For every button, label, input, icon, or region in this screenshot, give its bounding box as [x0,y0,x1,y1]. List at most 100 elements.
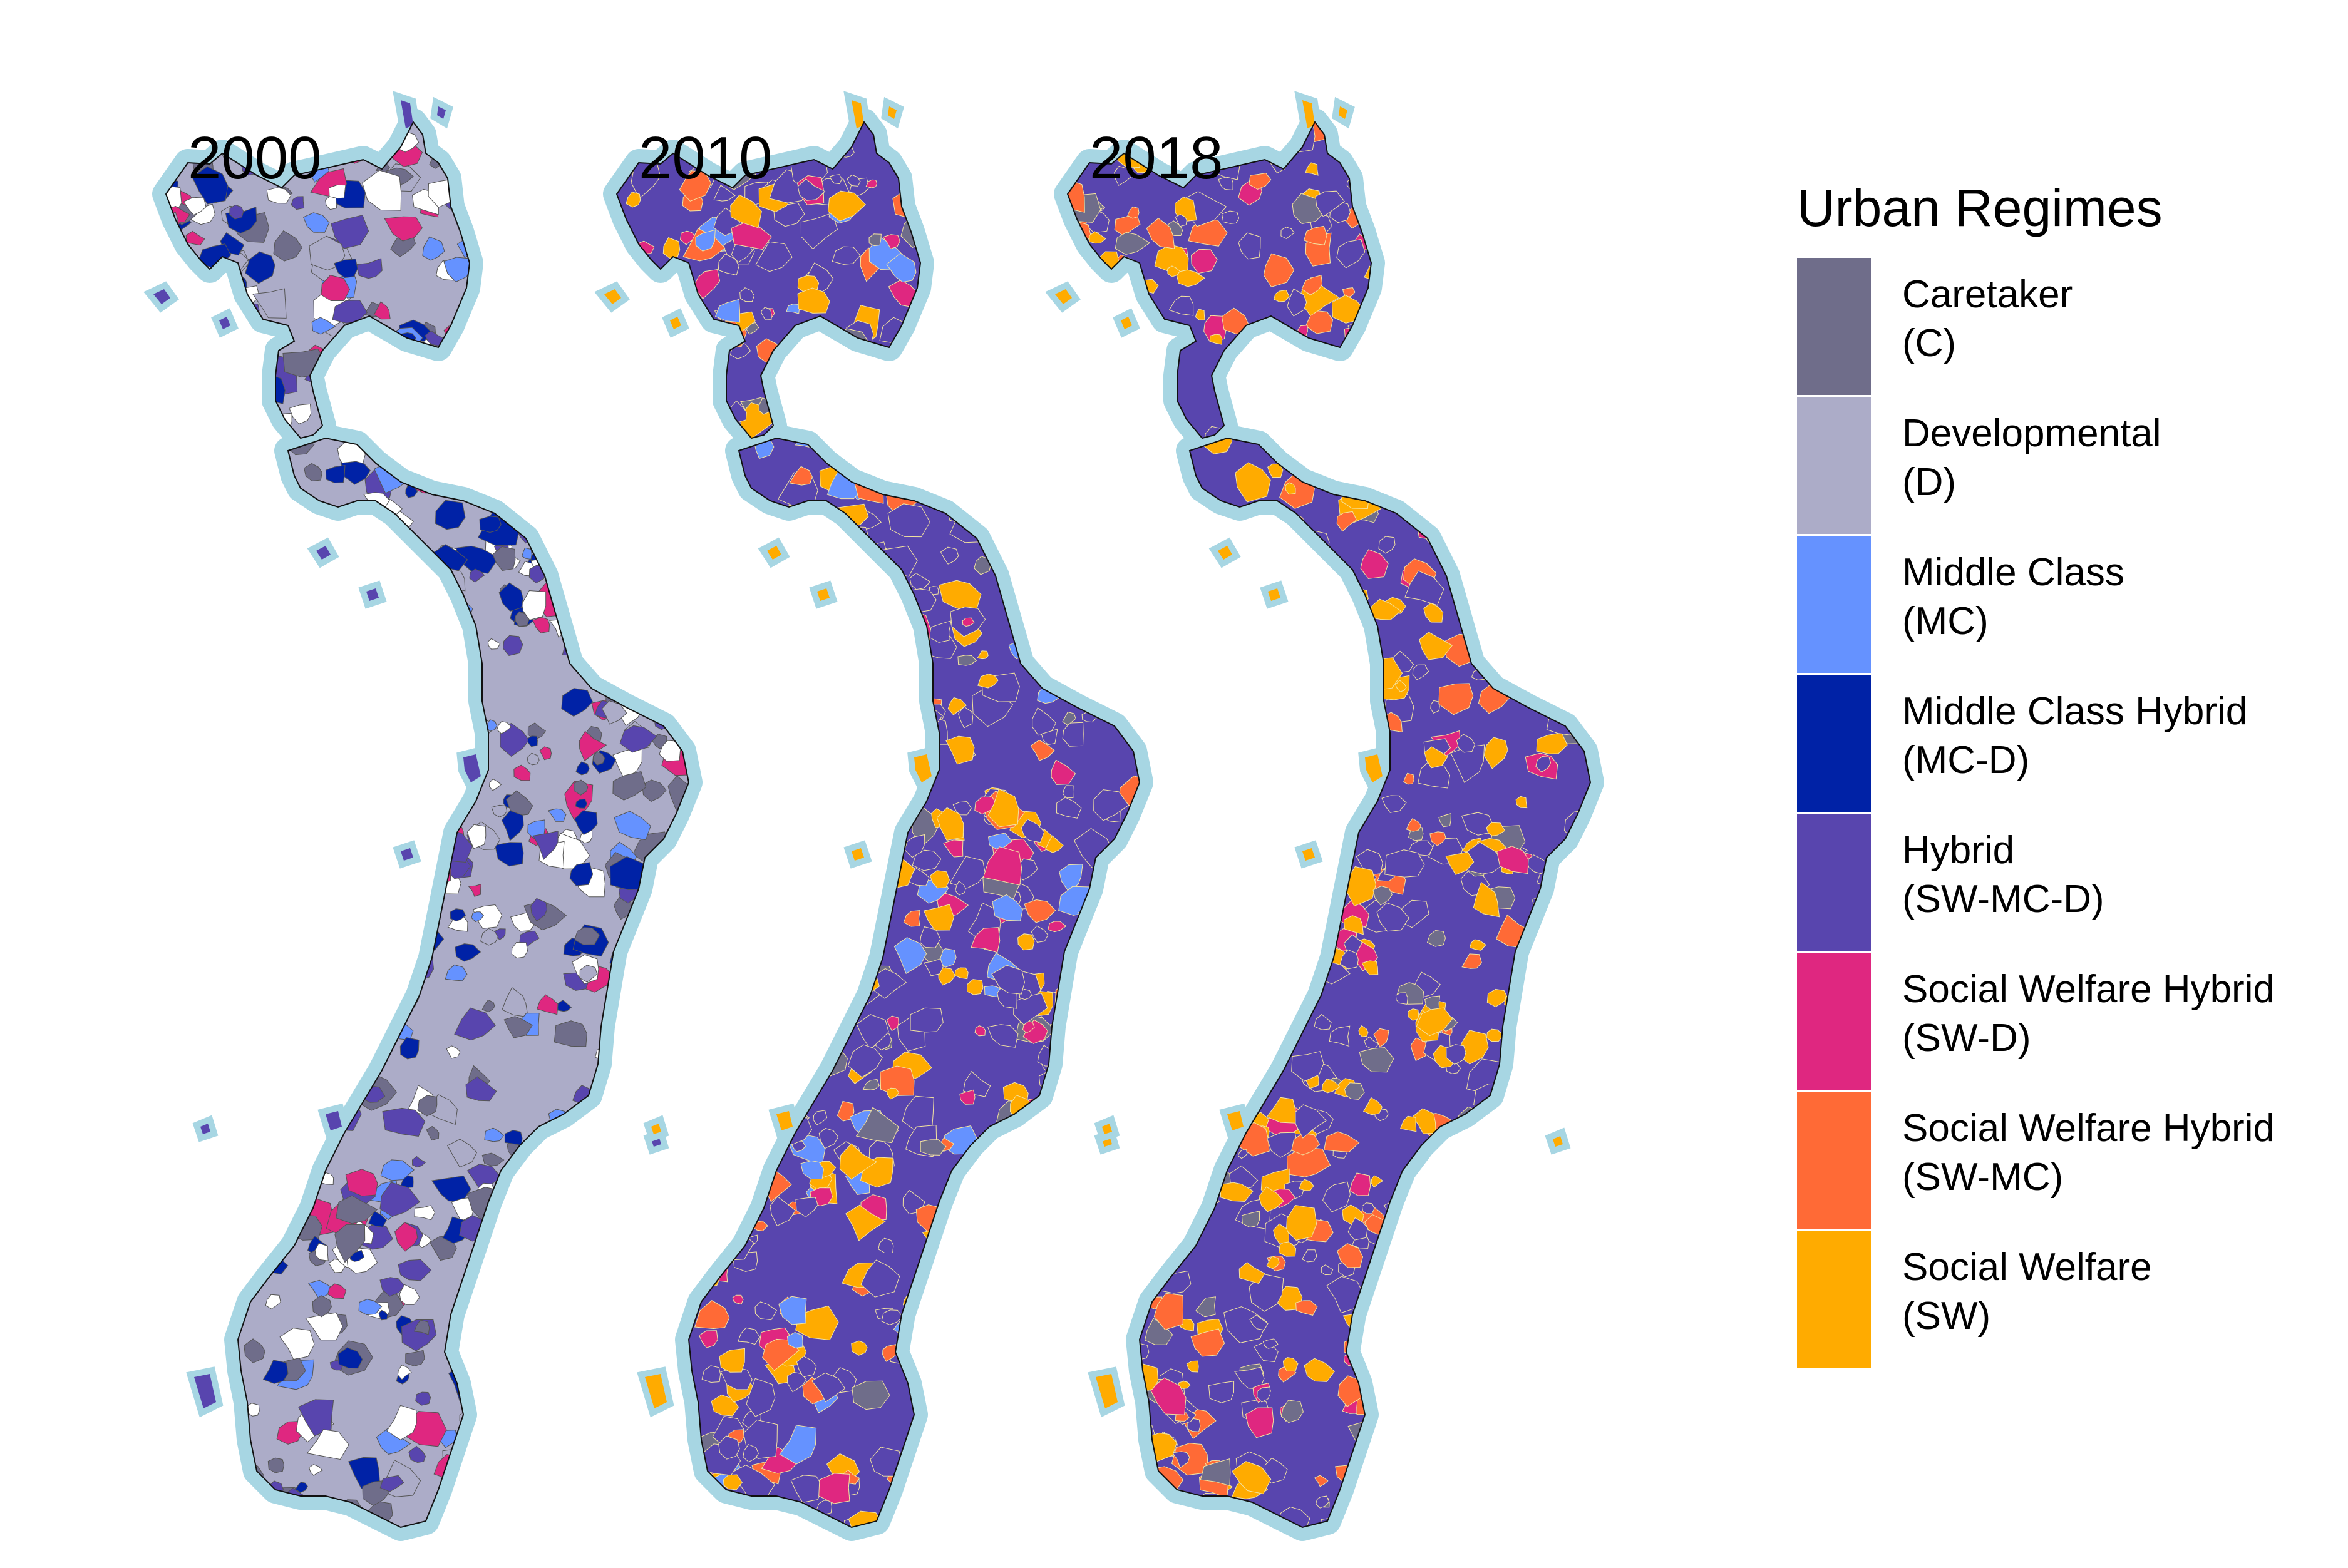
district [994,1305,1021,1331]
district [446,1045,461,1059]
district [504,1130,523,1146]
district [1108,377,1118,391]
district [506,790,533,816]
district [1423,1229,1449,1259]
district [1339,949,1359,970]
district [1218,667,1233,680]
district [698,893,718,910]
district [552,1336,584,1361]
district [542,1140,570,1177]
district [962,617,975,627]
district [873,724,904,749]
district [1443,1453,1466,1472]
district [1585,1475,1590,1486]
district [689,908,723,940]
legend-swatch [1797,814,1871,951]
district [977,650,989,660]
district [1321,1264,1334,1276]
district [1344,456,1385,489]
district [768,976,781,986]
district [1087,381,1126,419]
district [445,964,468,981]
district [899,136,920,163]
district [484,1127,505,1142]
district [352,906,386,933]
district [764,580,806,610]
district [1015,1441,1047,1466]
district [1148,945,1178,967]
district [532,830,559,860]
island [358,580,387,609]
district [481,1152,505,1166]
district [245,1086,261,1103]
district [934,1280,957,1314]
district [500,722,530,757]
district [1506,1457,1524,1470]
district [480,459,507,476]
district [841,686,866,707]
district [818,1473,850,1504]
district [730,1042,770,1075]
district [1094,1097,1111,1117]
district [296,801,323,825]
district [947,1284,984,1311]
district [839,1143,878,1180]
district [1371,1175,1384,1188]
district [1068,178,1085,213]
district [487,638,501,650]
district [1554,560,1590,589]
district [339,975,359,989]
district [1533,1460,1560,1480]
district [373,618,387,635]
district [1430,700,1440,714]
district [1084,292,1120,327]
district [1266,1097,1296,1124]
district [1440,1140,1465,1169]
district [252,438,273,449]
district [386,1405,417,1440]
district [265,1294,281,1309]
district [1100,1244,1114,1256]
district [745,820,765,841]
district [1456,734,1475,753]
district [873,654,888,672]
district [1219,563,1254,587]
district [471,911,484,923]
district [838,727,856,743]
district [1324,1131,1360,1153]
district [1178,979,1212,1008]
district [610,449,646,474]
region-outline [1138,437,1592,1529]
district [642,1249,669,1273]
district [238,485,259,504]
district [1261,895,1277,914]
district [1307,901,1325,920]
district [761,980,795,1005]
district [523,1418,543,1442]
district [1173,1087,1205,1115]
district [886,1015,899,1032]
district [1259,1186,1284,1212]
district [1384,849,1425,878]
year-label: 2000 [188,125,322,192]
district [837,600,860,625]
island [192,1115,219,1142]
legend-label: Hybrid (SW-MC-D) [1902,826,2104,924]
district [175,339,197,357]
district [254,617,281,650]
district [401,801,430,827]
district [629,1022,664,1050]
district [1276,905,1310,934]
district [258,1135,286,1154]
district [522,590,547,621]
district [351,550,374,566]
district [262,1360,289,1384]
district [617,421,642,438]
district [1041,729,1058,746]
district [692,817,734,849]
district [1057,1255,1098,1292]
district [780,630,793,643]
district [1300,788,1317,804]
district [1320,686,1364,720]
district [238,694,250,706]
